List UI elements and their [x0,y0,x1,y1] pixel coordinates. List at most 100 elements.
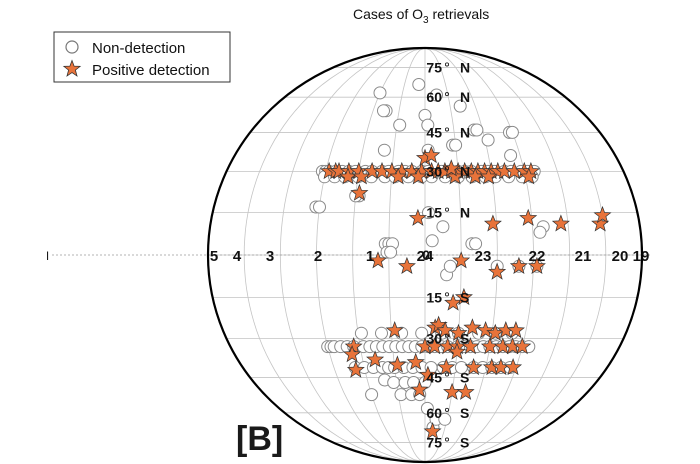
ra-tick-label: 5 [210,248,218,265]
positive-detection-point [442,159,461,177]
latitude-label: 75 N [426,59,470,75]
ra-tick-label: 1 [366,248,374,265]
positive-detection-point [410,380,429,398]
edge-tick-mark: ǀ [46,249,49,263]
positive-detection-point [343,345,362,363]
latitude-label: 45 S [426,370,469,386]
ra-tick-label: 20 [612,248,629,265]
ra-tick-label: 24 [417,248,434,265]
degree-symbol [444,62,449,67]
non-detection-point [384,245,398,259]
chart-title: Cases of O3 retrievals [353,6,489,26]
latitude-value: 15 [426,205,442,221]
ra-tick-label: 2 [314,248,322,265]
ra-tick-label: 23 [475,248,492,265]
coordinate-grid [52,47,650,463]
degree-symbol [444,92,449,97]
positive-detection-point [479,167,498,185]
data-points [309,78,612,440]
positive-detection-point [389,167,408,185]
positive-detection-point [483,214,502,232]
legend: Non-detection Positive detection [53,31,231,83]
hemisphere-letter: S [460,405,469,421]
ra-tick-label: 4 [233,248,242,265]
legend-circle-marker [65,40,79,54]
positive-detection-point [418,365,437,383]
degree-symbol [444,437,449,442]
positive-detection-point [456,382,475,400]
non-detection-point [412,78,426,91]
latitude-label: 0 [422,247,430,263]
latitude-value: 60 [426,89,442,105]
non-detection-point [453,99,467,113]
hemisphere-letter: N [460,163,470,179]
ra-tick-label: 3 [266,248,274,265]
hemisphere-letter: N [460,89,470,105]
positive-detection-point [454,287,473,306]
latitude-value: 60 [426,405,442,421]
latitude-value: 30 [426,163,442,179]
non-detection-point [415,326,429,340]
latitude-value: 15 [426,289,442,305]
non-detection-point [533,225,547,239]
hemisphere-letter: S [460,435,469,451]
hemisphere-letter: S [460,331,469,347]
legend-positive-detection-label: Positive detection [92,62,210,79]
positive-detection-point [476,321,495,339]
non-detection-point [470,123,484,137]
hemisphere-letter: N [460,205,470,221]
latitude-label: 15 S [426,289,469,305]
non-detection-point [443,259,457,273]
non-detection-point [449,138,463,152]
positive-detection-point [423,422,442,440]
non-detection-point [387,376,401,389]
latitude-value: 75 [426,435,442,451]
degree-symbol [444,207,449,212]
positive-detection-point [422,146,441,164]
positive-detection-point [527,256,546,275]
degree-symbol [444,333,449,338]
non-detection-point [481,133,495,147]
legend-box [53,31,231,83]
latitude-label: 30 N [426,163,470,179]
non-detection-point [393,118,407,132]
latitude-label: 75 S [426,435,469,451]
hemisphere-letter: N [460,59,470,75]
positive-detection-point [461,337,480,355]
latitude-label: 60 N [426,89,470,105]
non-detection-point [430,88,443,102]
latitude-label: 15 N [426,205,470,221]
positive-detection-point [519,167,538,185]
positive-detection-point [406,352,425,371]
positive-detection-point [593,205,612,224]
positive-detection-point [444,293,463,311]
positive-detection-point [409,167,428,185]
positive-detection-point [464,358,483,376]
non-detection-point [377,143,391,157]
positive-detection-point [463,318,482,336]
positive-detection-point [397,256,416,275]
hemisphere-letter: S [460,289,469,305]
latitude-value: 30 [426,331,442,347]
latitude-label: 30 S [426,331,469,347]
degree-symbol [444,166,449,171]
degree-symbol [444,407,449,412]
non-detection-point [365,388,379,402]
positive-detection-point [388,355,407,373]
non-detection-point [375,326,388,340]
positive-detection-point [449,323,468,341]
latitude-label: 45 N [426,124,470,140]
positive-detection-point [488,262,507,280]
ra-tick-label: 21 [575,248,592,265]
non-detection-point [420,401,434,415]
hemisphere-letter: N [460,124,470,140]
non-detection-point [469,237,483,251]
non-detection-point [373,86,387,100]
non-detection-point [436,220,450,234]
positive-detection-point [436,321,455,339]
legend-star-marker [62,59,82,77]
positive-detection-point [551,214,570,232]
positive-detection-point [519,208,538,226]
